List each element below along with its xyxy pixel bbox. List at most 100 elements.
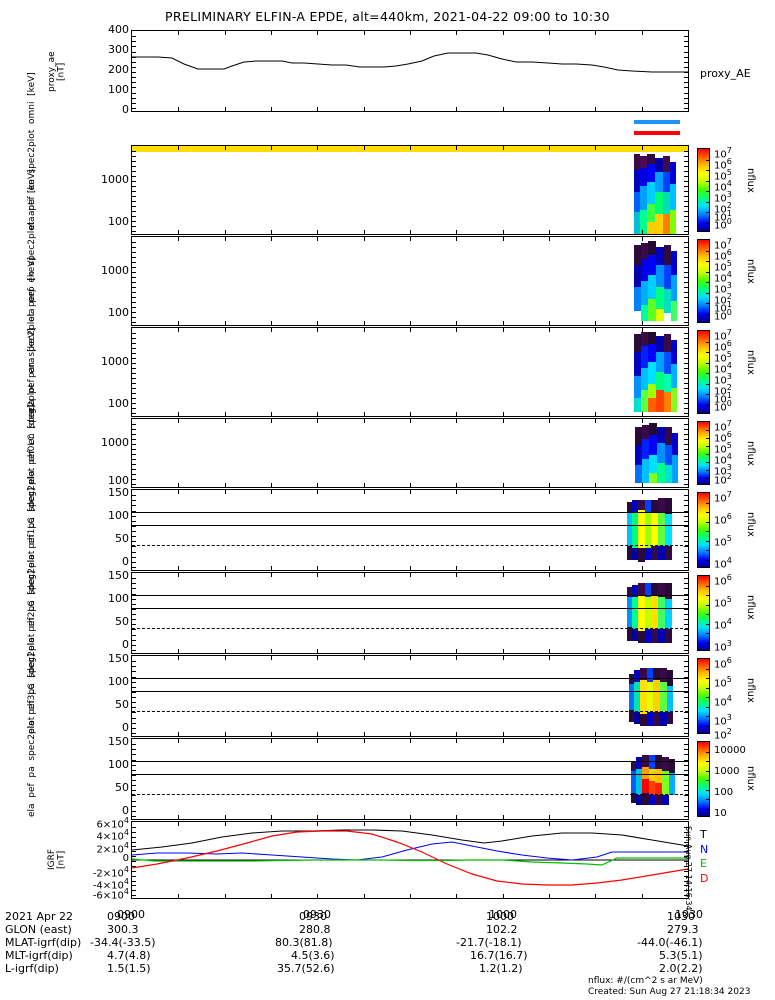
axis-minor-tick <box>684 640 688 641</box>
axis-x-tick <box>503 321 504 325</box>
axis-x-tick <box>271 230 272 234</box>
axis-minor-tick <box>132 307 136 308</box>
axis-minor-tick <box>132 67 136 68</box>
axis-x-tick <box>503 739 504 743</box>
axis-x-tick <box>178 31 179 35</box>
axis-minor-tick <box>684 557 688 558</box>
axis-x-tick <box>456 656 457 660</box>
ephemeris-value-0-3: 1030 <box>667 910 695 923</box>
panel-ch1lc[interactable] <box>131 572 689 654</box>
axis-x-tick <box>642 490 643 494</box>
axis-minor-tick <box>684 707 688 708</box>
axis-minor-tick <box>132 687 136 688</box>
axis-minor-tick <box>684 151 688 152</box>
axis-x-tick <box>178 107 179 111</box>
axis-x-tick <box>271 815 272 819</box>
axis-minor-tick <box>684 629 688 630</box>
axis-minor-tick <box>684 282 688 283</box>
colorbar-tick <box>706 790 709 791</box>
panel-omni[interactable] <box>131 145 689 235</box>
axis-x-tick <box>410 815 411 819</box>
panel-ch2lc[interactable] <box>131 655 689 737</box>
panel-para[interactable] <box>131 418 689 488</box>
axis-minor-tick <box>132 312 136 313</box>
axis-minor-tick <box>684 552 688 553</box>
axis-minor-tick <box>132 754 136 755</box>
axis-x-tick <box>317 328 318 332</box>
axis-x-tick <box>225 237 226 241</box>
axis-minor-tick <box>132 474 136 475</box>
panel-igrf[interactable] <box>131 821 689 899</box>
axis-x-tick <box>225 483 226 487</box>
axis-x-tick <box>364 894 365 898</box>
colorbar-tick <box>706 707 709 708</box>
ytick-igrf-p6e4: 6×104 <box>96 816 129 831</box>
colorbar-ch3lc-label: nflux <box>745 766 756 791</box>
colorbar-omni <box>697 148 710 232</box>
ephemeris-value-4-0: 1.5(1.5) <box>107 962 151 975</box>
axis-x-tick <box>503 732 504 736</box>
axis-minor-tick <box>684 181 688 182</box>
lc-line-dashed-ch2 <box>132 711 688 712</box>
ephemeris-label-0: 2021 Apr 22 <box>5 910 74 923</box>
ytick-igrf-m2e4: -2×104 <box>92 865 129 880</box>
axis-x-tick <box>549 483 550 487</box>
axis-minor-tick <box>684 842 688 843</box>
ytick-ch3-0: 0 <box>122 804 129 817</box>
axis-x-tick <box>178 321 179 325</box>
ytick-omni-1000: 1000 <box>101 173 129 186</box>
axis-minor-tick <box>684 484 688 485</box>
colorbar-tick <box>706 394 709 395</box>
colorbar-tick <box>706 688 709 689</box>
ytick-ch3-150: 150 <box>108 735 129 748</box>
axis-minor-tick <box>684 161 688 162</box>
axis-minor-tick <box>684 795 688 796</box>
axis-minor-tick <box>684 562 688 563</box>
panel-anti[interactable] <box>131 236 689 326</box>
axis-x-tick <box>549 328 550 332</box>
axis-minor-tick <box>684 444 688 445</box>
ytick-igrf-m4e4: -4×104 <box>92 877 129 892</box>
panel-proxy-ae[interactable] <box>131 30 689 112</box>
axis-minor-tick <box>684 267 688 268</box>
axis-x-tick <box>549 732 550 736</box>
axis-x-tick <box>456 566 457 570</box>
axis-minor-tick <box>684 682 688 683</box>
axis-x-tick <box>225 894 226 898</box>
colorbar-tick <box>706 697 709 698</box>
axis-x-tick <box>225 107 226 111</box>
axis-x-tick <box>364 739 365 743</box>
axis-minor-tick <box>684 526 688 527</box>
axis-minor-tick <box>132 723 136 724</box>
axis-minor-tick <box>132 449 136 450</box>
axis-x-tick <box>503 490 504 494</box>
axis-minor-tick <box>132 811 136 812</box>
axis-minor-tick <box>684 196 688 197</box>
axis-minor-tick <box>132 505 136 506</box>
axis-minor-tick <box>132 348 136 349</box>
axis-x-tick <box>225 732 226 736</box>
colorbar-tick <box>706 678 709 679</box>
panel-ch3lc[interactable] <box>131 738 689 820</box>
axis-minor-tick <box>684 495 688 496</box>
ytick-ch2-100: 100 <box>108 675 129 688</box>
axis-x-tick <box>595 328 596 332</box>
axis-minor-tick <box>684 67 688 68</box>
axis-minor-tick <box>684 403 688 404</box>
axis-minor-tick <box>684 82 688 83</box>
axis-x-tick <box>271 107 272 111</box>
colorbar-ch1lc-label: nflux <box>745 595 756 620</box>
axis-x-tick <box>410 321 411 325</box>
panel-perp[interactable] <box>131 327 689 417</box>
axis-minor-tick <box>684 201 688 202</box>
axis-minor-tick <box>684 454 688 455</box>
axis-x-tick <box>410 490 411 494</box>
axis-minor-tick <box>132 297 136 298</box>
axis-x-tick <box>225 656 226 660</box>
ephemeris-value-4-1: 35.7(52.6) <box>277 962 335 975</box>
axis-minor-tick <box>132 557 136 558</box>
colorbar-anti-label: nflux <box>745 259 756 284</box>
axis-x-tick <box>178 412 179 416</box>
colorbar-tick <box>706 314 709 315</box>
panel-ch0lc[interactable] <box>131 489 689 571</box>
